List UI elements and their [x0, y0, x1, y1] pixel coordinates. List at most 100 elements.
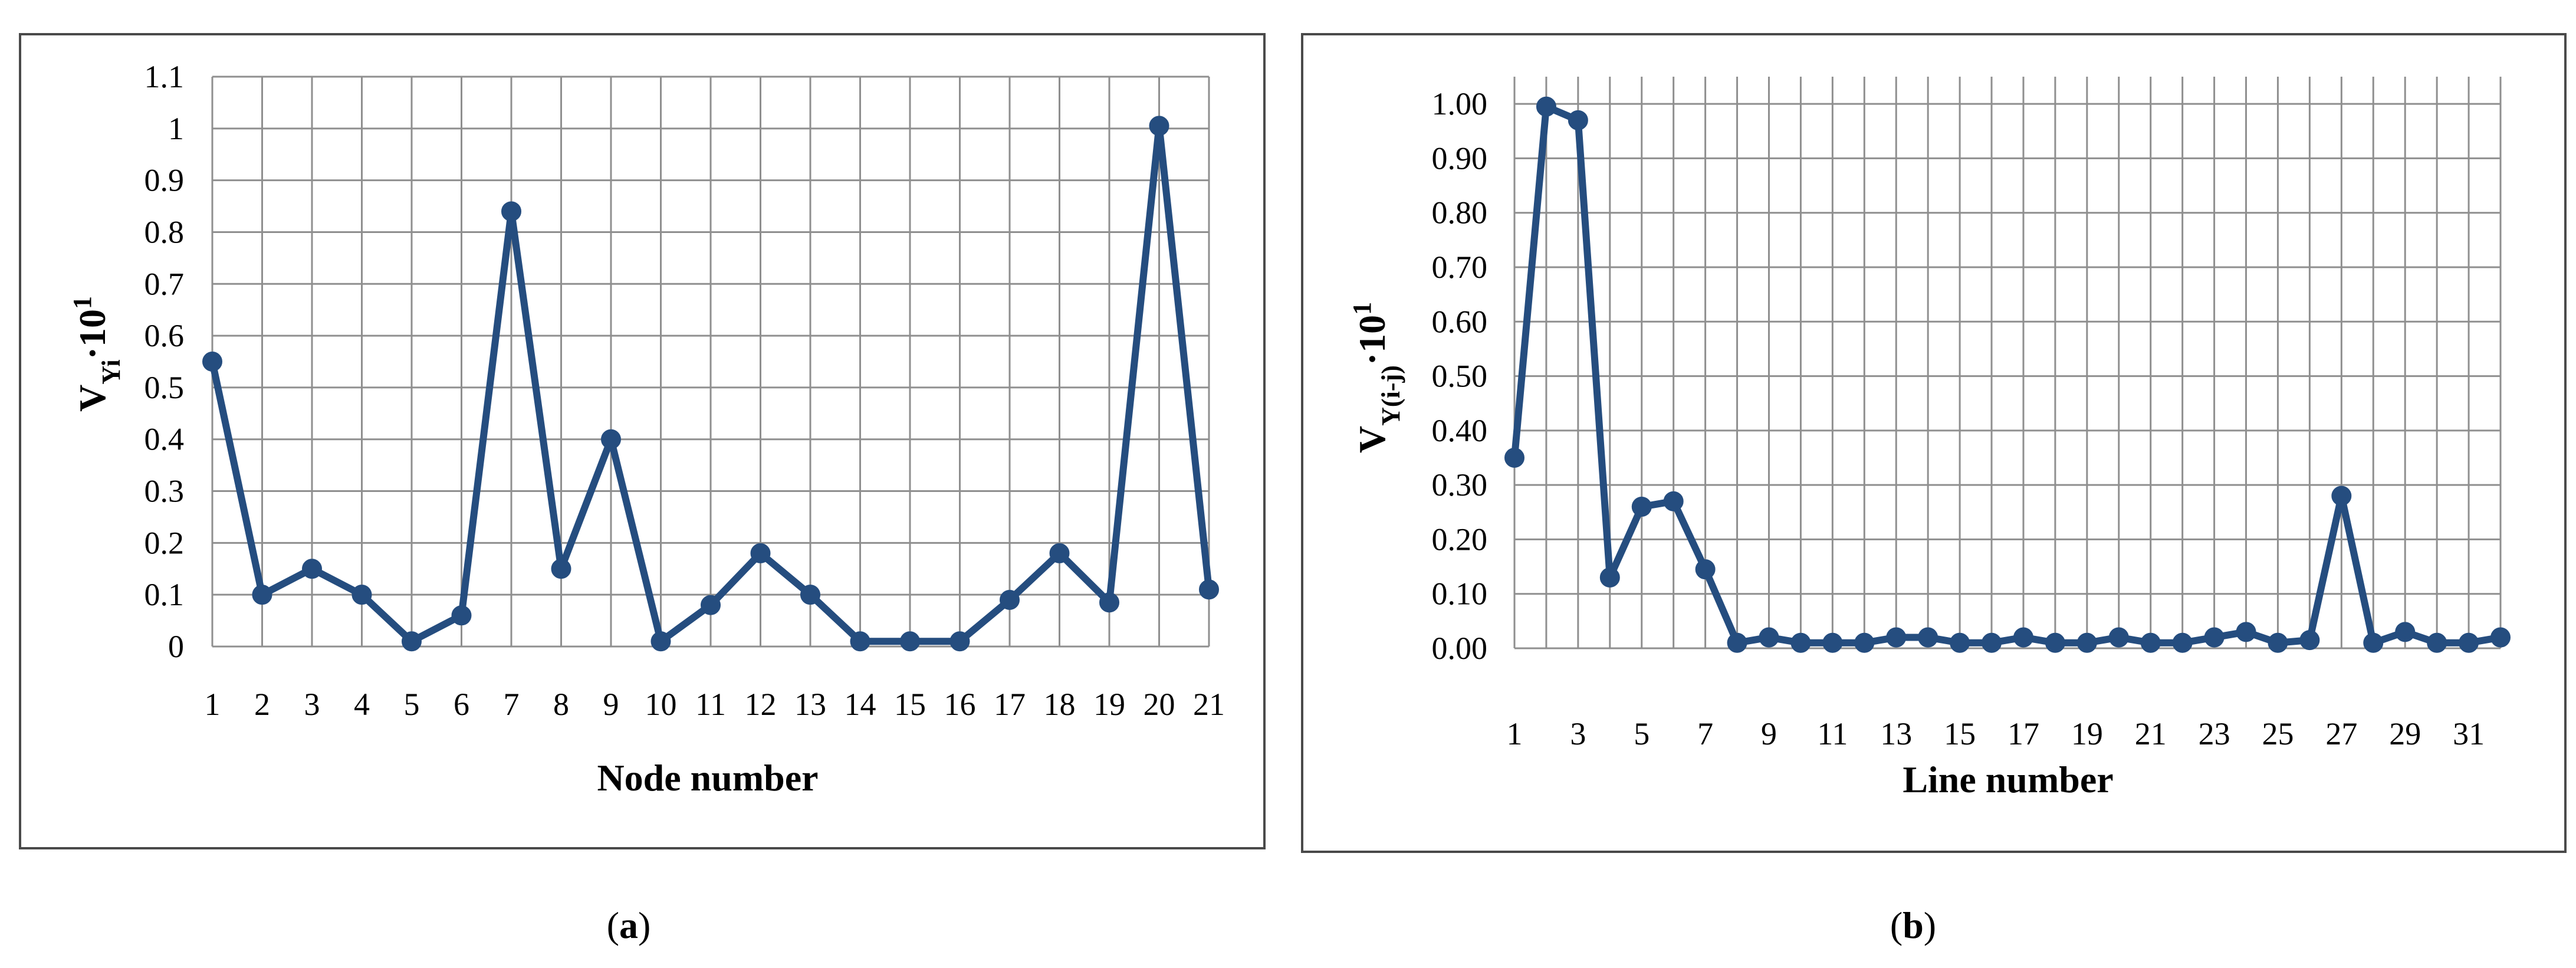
chart-b-x-tick-label: 7 [1697, 716, 1713, 752]
chart-a-y-title-sub: Yi [97, 359, 126, 384]
chart-b-data-point [1982, 632, 2002, 653]
chart-b-data-point [2490, 627, 2511, 648]
chart-a-data-point [949, 631, 970, 652]
chart-b-data-point [1599, 567, 1620, 588]
chart-a-y-tick-label: 0.2 [144, 525, 185, 560]
chart-b-data-point [2331, 485, 2352, 506]
chart-a-x-tick-label: 3 [304, 687, 320, 722]
chart-b-y-tick-label: 1.00 [1432, 86, 1488, 122]
chart-a-y-title-base: V [71, 385, 113, 412]
chart-a-data-point [302, 559, 322, 579]
chart-a-x-tick-label: 2 [254, 687, 270, 722]
chart-a-x-tick-label: 6 [454, 687, 469, 722]
chart-a-data-point [551, 559, 571, 579]
chart-b-x-tick-label: 31 [2453, 716, 2485, 752]
chart-b-data-point [2140, 632, 2161, 653]
chart-a-data-point [701, 595, 721, 615]
panel-b-letter: b [1903, 904, 1924, 946]
chart-b-grid [1513, 77, 2502, 649]
chart-a-data-point [402, 631, 422, 652]
chart-a-x-tick-label: 21 [1193, 687, 1225, 722]
chart-a-y-tick-label: 0.6 [144, 318, 185, 353]
chart-a-data-point [1149, 116, 1169, 136]
chart-b-data-point [1790, 632, 1811, 653]
chart-b-y-tick-label: 0.10 [1432, 576, 1488, 612]
chart-b-data-point [1504, 448, 1524, 468]
chart-b-data-point [1759, 627, 1779, 648]
chart-b-x-tick-label: 11 [1817, 716, 1848, 752]
chart-a-y-tick-label: 0.3 [144, 474, 185, 509]
chart-a-data-point [1049, 543, 1070, 563]
chart-b-x-tick-label: 25 [2262, 716, 2294, 752]
chart-a-data-point [601, 429, 621, 449]
chart-b-series-line [1511, 103, 2502, 647]
chart-b-data-point [2204, 627, 2225, 648]
chart-a-x-tick-label: 16 [944, 687, 976, 722]
chart-b-x-tick-label: 1 [1507, 716, 1523, 752]
chart-a-data-point [202, 352, 222, 372]
chart-b-data-point [1918, 627, 1938, 648]
chart-b-x-tick-label: 21 [2135, 716, 2167, 752]
chart-b-data-point [2459, 632, 2479, 653]
chart-a-x-tick-label: 15 [894, 687, 926, 722]
chart-b-y-tick-label: 0.50 [1432, 359, 1488, 394]
chart-b-data-point [2108, 627, 2129, 648]
chart-b-y-axis-title: VY(i-j)·101 [1348, 302, 1405, 453]
chart-a-x-tick-label: 11 [695, 687, 726, 722]
chart-a-y-title-sup: 1 [68, 296, 97, 309]
chart-b-y-ticks: 0.00 0.10 0.20 0.30 0.40 0.50 0.60 0.70 0.80 0.90… [1432, 86, 1488, 666]
chart-b-y-tick-label: 0.30 [1432, 467, 1488, 503]
chart-a-x-tick-label: 1 [205, 687, 221, 722]
chart-a-x-tick-label: 19 [1093, 687, 1125, 722]
chart-a-y-tick-label: 0.8 [144, 214, 185, 250]
chart-b-data-point [2427, 632, 2447, 653]
chart-b-x-tick-label: 19 [2071, 716, 2103, 752]
chart-b-data-point [2172, 632, 2193, 653]
chart-a-data-point [1099, 592, 1119, 613]
chart-b-y-tick-label: 0.90 [1432, 140, 1488, 176]
chart-a-data-point [252, 585, 272, 605]
chart-a-x-tick-label: 12 [745, 687, 777, 722]
chart-a-y-tick-label: 0.7 [144, 266, 185, 301]
chart-b-y-title-sup: 1 [1348, 302, 1376, 315]
chart-b-x-tick-label: 3 [1570, 716, 1586, 752]
chart-b-x-tick-label: 15 [1944, 716, 1976, 752]
chart-b-data-point [2236, 622, 2256, 642]
chart-b-x-tick-label: 9 [1761, 716, 1777, 752]
chart-b-y-tick-label: 0.20 [1432, 521, 1488, 557]
chart-a-frame [19, 33, 1266, 849]
chart-b-x-tick-label: 17 [2007, 716, 2039, 752]
chart-b-data-point [1631, 497, 1652, 517]
chart-b-frame [1301, 33, 2567, 853]
chart-a-x-tick-label: 9 [603, 687, 619, 722]
chart-b-data-point [2395, 622, 2416, 642]
chart-b-y-tick-label: 0.60 [1432, 304, 1488, 339]
panel-b-caption: (b) [1890, 904, 1936, 946]
chart-a-y-title-mult: ·10 [71, 309, 113, 359]
chart-b-data-point [2013, 627, 2033, 648]
chart-b-y-tick-label: 0.00 [1432, 631, 1488, 666]
chart-a-data-point [1199, 579, 1219, 600]
chart-a-x-ticks: 1 2 3 4 5 6 7 8 9 10 11 12 13 14 15 16 17 18 19 20 21 [205, 687, 1225, 722]
chart-a-y-tick-label: 0.9 [144, 163, 185, 198]
chart-b-x-axis-title: Line number [1903, 759, 2113, 800]
chart-a-data-point [650, 631, 671, 652]
chart-a-x-axis-title: Node number [597, 757, 818, 799]
chart-b-data-point [1727, 632, 1747, 653]
chart-a-y-axis-title: VYi·101 [68, 296, 126, 412]
chart-b-data-point [1568, 110, 1588, 130]
chart-b-y-title-sub: Y(i-j) [1376, 365, 1405, 426]
chart-b-x-ticks: 1 3 5 7 9 11 13 15 17 19 21 23 25 27 29 31 [1507, 716, 2485, 752]
chart-a-points [202, 116, 1219, 652]
chart-a-x-tick-label: 4 [354, 687, 370, 722]
chart-a-data-point [800, 585, 820, 605]
chart-b-x-tick-label: 5 [1634, 716, 1650, 752]
chart-a-data-point [750, 543, 771, 563]
chart-a-x-tick-label: 5 [404, 687, 420, 722]
chart-b-x-tick-label: 23 [2199, 716, 2230, 752]
panel-a-letter: a [619, 904, 638, 946]
chart-b-x-tick-label: 27 [2325, 716, 2357, 752]
chart-b-data-point [1886, 627, 1907, 648]
